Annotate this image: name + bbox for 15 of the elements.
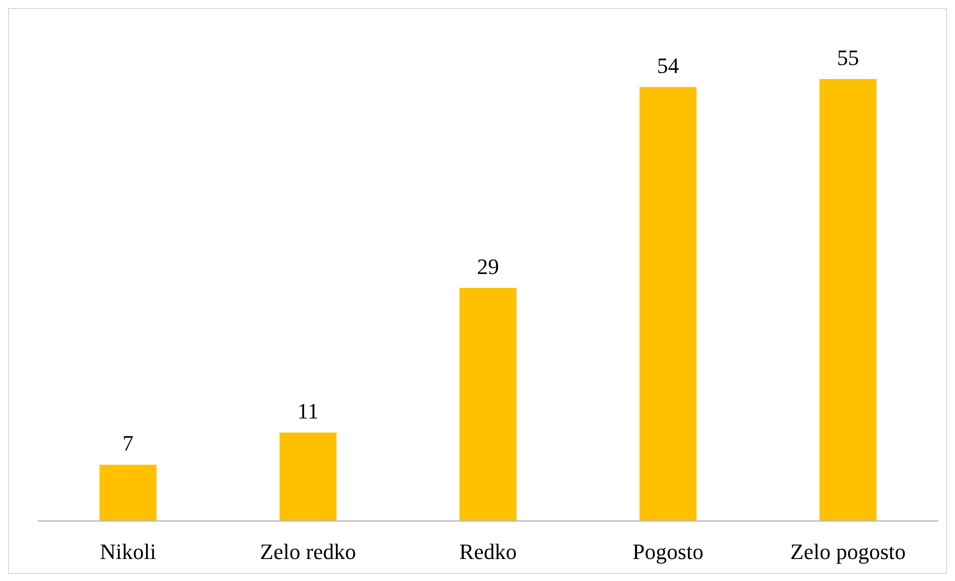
- bar: [640, 87, 696, 521]
- bar: [460, 288, 516, 521]
- data-label: 55: [837, 45, 859, 70]
- bar: [100, 464, 156, 521]
- data-label: 7: [122, 430, 134, 456]
- x-tick-label: Zelo pogosto: [790, 539, 906, 564]
- x-tick-label: Redko: [459, 539, 517, 564]
- bar: [280, 432, 336, 521]
- data-label: 11: [297, 398, 319, 424]
- x-tick-label: Zelo redko: [260, 539, 356, 564]
- data-label: 54: [657, 53, 679, 78]
- data-label: 29: [477, 254, 499, 279]
- x-tick-label: Pogosto: [632, 539, 704, 564]
- bar: [820, 79, 876, 521]
- x-tick-label: Nikoli: [100, 539, 156, 564]
